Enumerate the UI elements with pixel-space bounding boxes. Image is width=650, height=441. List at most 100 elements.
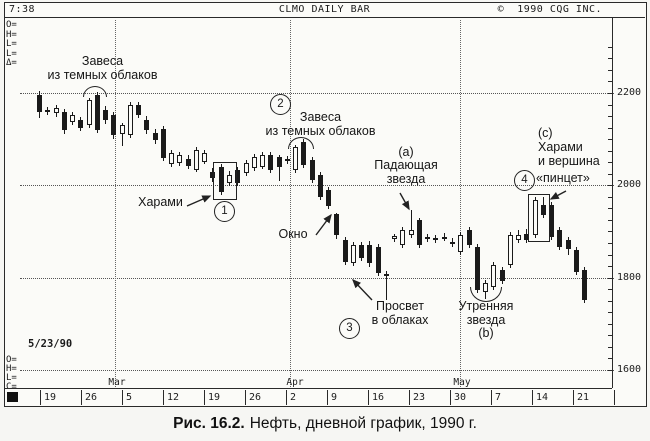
date-label: 26: [249, 392, 262, 403]
price-minor-tick: [608, 127, 612, 129]
candle-body: [557, 230, 563, 247]
price-minor-tick: [608, 196, 612, 198]
price-minor-tick: [608, 346, 612, 348]
candle-body: [507, 235, 513, 266]
quote-field-low: L=: [6, 39, 17, 49]
date-label: 19: [44, 392, 57, 403]
candle-body: [70, 115, 76, 123]
shooting-star-label: Падающая звезда: [374, 158, 438, 186]
price-minor-tick: [608, 254, 612, 256]
candle-body: [441, 237, 447, 239]
harami-tweezers-arrow: [549, 190, 567, 200]
price-minor-tick: [608, 173, 612, 175]
candle-body: [392, 236, 398, 239]
price-minor-tick: [608, 139, 612, 141]
price-minor-tick: [608, 277, 612, 279]
price-minor-tick: [608, 185, 612, 187]
candle-body: [309, 159, 315, 180]
price-minor-tick: [608, 335, 612, 337]
chart-frame: [4, 2, 647, 407]
date-label: 16: [372, 392, 385, 403]
candle-body: [260, 154, 266, 167]
price-minor-tick: [608, 69, 612, 71]
date-label: 12: [167, 392, 180, 403]
candle-body: [268, 154, 274, 171]
date-label: 5: [126, 392, 133, 403]
price-minor-tick: [608, 358, 612, 360]
price-axis-label: 1800: [617, 271, 642, 283]
candle-body: [458, 235, 464, 252]
candle-body: [243, 163, 249, 174]
date-cell-separator: [614, 390, 615, 405]
month-gridline: [290, 20, 291, 387]
candle-body: [119, 124, 125, 135]
candle-body: [425, 237, 431, 239]
header-time: 7:38: [9, 4, 36, 15]
candle-body: [350, 244, 356, 263]
candle-body: [218, 166, 224, 192]
price-minor-tick: [608, 150, 612, 152]
date-cell-separator: [409, 390, 410, 405]
header-divider: [4, 17, 645, 18]
date-label: 30: [454, 392, 467, 403]
price-axis-label: 1600: [617, 363, 642, 375]
date-cell-separator: [450, 390, 451, 405]
candle-body: [367, 244, 373, 263]
quote-field-open-2: O=: [6, 355, 17, 365]
date-cell-separator: [245, 390, 246, 405]
candle-body: [202, 153, 208, 162]
piercing-arrow: [352, 278, 373, 301]
month-label: Apr: [286, 377, 304, 388]
header-copyright: © 1990 CQG INC.: [497, 4, 602, 15]
candle-body: [359, 244, 365, 258]
candle-body: [160, 129, 166, 159]
candle-wick: [410, 209, 412, 238]
price-gridline: [20, 185, 614, 187]
month-label: May: [453, 377, 471, 388]
price-minor-tick: [608, 116, 612, 118]
piercing-label: Просвет в облаках: [371, 299, 429, 327]
candle-body: [375, 246, 381, 273]
candle-body: [193, 149, 199, 171]
candle-body: [53, 108, 59, 114]
pattern-number-1: 1: [214, 201, 235, 222]
harami-tweezers-line2: и вершина: [538, 154, 600, 168]
price-gridline: [20, 93, 614, 94]
date-cell-separator: [81, 390, 82, 405]
candle-body: [127, 105, 133, 135]
candle-body: [144, 119, 150, 130]
price-axis-label: 2200: [617, 87, 642, 98]
price-minor-tick: [608, 104, 612, 106]
month-gridline: [115, 20, 116, 387]
candle-body: [573, 249, 579, 273]
date-cell-separator: [573, 390, 574, 405]
morning-star-label: Утренняя звезда (b): [458, 299, 514, 340]
price-minor-tick: [608, 219, 612, 221]
candle-wick: [278, 154, 280, 181]
date-cell-separator: [286, 390, 287, 405]
cursor-date: 5/23/90: [28, 338, 73, 350]
month-gridline: [460, 20, 461, 387]
candle-body: [86, 99, 92, 125]
pattern-number-2: 2: [270, 94, 291, 115]
harami-1-label: Харами: [138, 195, 183, 209]
candle-body: [565, 239, 571, 249]
price-minor-tick: [608, 81, 612, 83]
candle-body: [549, 205, 555, 237]
candle-body: [416, 219, 422, 245]
price-minor-tick: [608, 266, 612, 268]
candle-body: [450, 241, 455, 244]
candle-body: [37, 94, 42, 112]
candle-body: [408, 230, 414, 236]
candle-body: [326, 189, 332, 207]
candle-body: [177, 154, 183, 164]
quote-field-high-2: H=: [6, 364, 17, 374]
shooting-star-letter: (a): [398, 145, 414, 159]
price-minor-tick: [608, 289, 612, 291]
date-cell-separator: [532, 390, 533, 405]
candle-body: [226, 175, 232, 183]
candle-body: [400, 230, 406, 245]
candle-body: [466, 230, 472, 245]
